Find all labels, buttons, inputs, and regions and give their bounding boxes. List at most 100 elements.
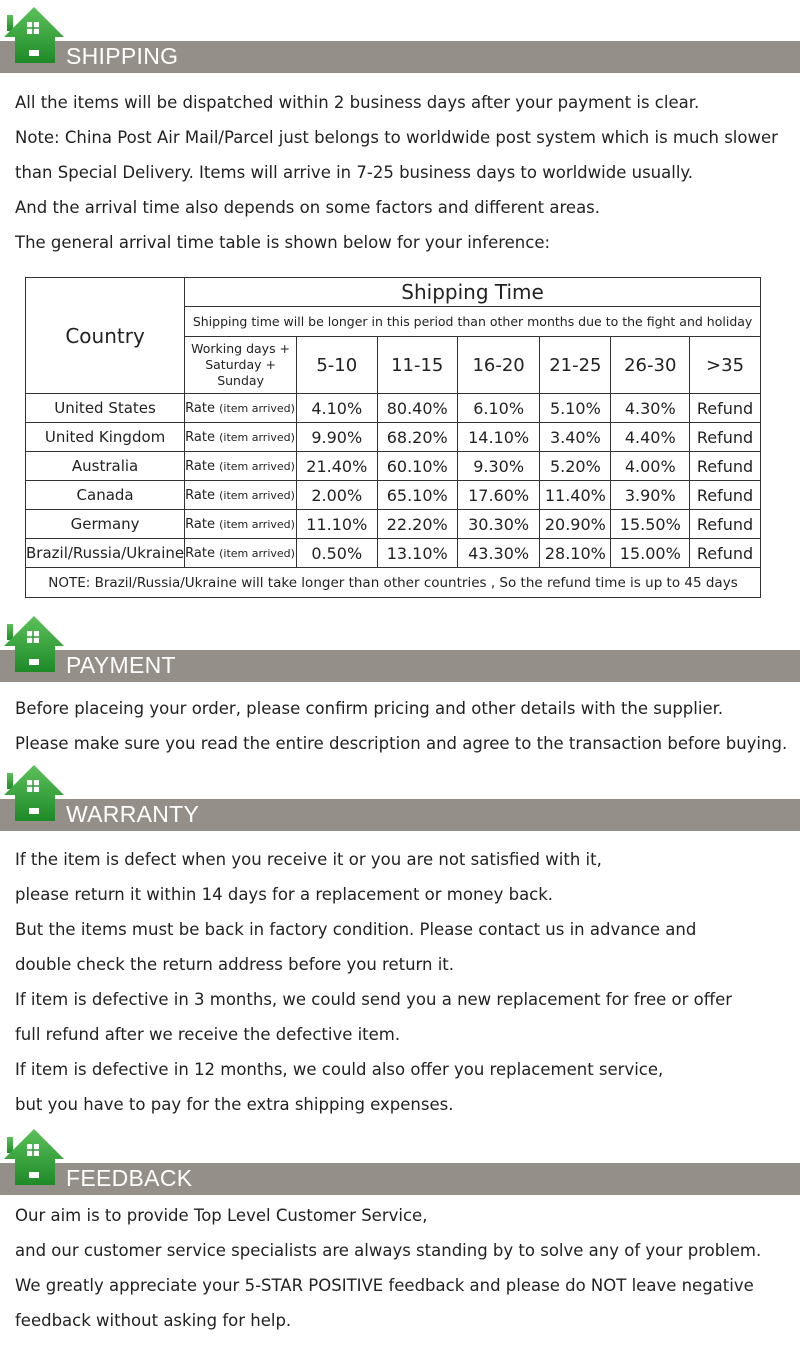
country-cell: Australia — [24, 451, 186, 481]
value-cell: 17.60% — [456, 480, 541, 510]
table-row: United States Rate (item arrived) 4.10% 80.… — [24, 393, 761, 423]
text-line: And the arrival time also depends on som… — [15, 198, 601, 217]
rate-label: Rate (item arrived) — [184, 480, 298, 510]
table-row: Canada Rate (item arrived) 2.00% 65.10% 17.6… — [24, 480, 761, 510]
rate-text: Rate — [185, 400, 215, 416]
table-row: United Kingdom Rate (item arrived) 9.90% 68… — [24, 422, 761, 452]
value-cell: 15.00% — [610, 538, 691, 568]
section-text: Our aim is to provide Top Level Customer… — [15, 1198, 761, 1338]
text-line: If the item is defect when you receive i… — [15, 850, 602, 869]
rate-label: Rate (item arrived) — [184, 393, 298, 423]
value-cell: 4.00% — [610, 451, 691, 481]
rate-label: Rate (item arrived) — [184, 538, 298, 568]
value-cell: Refund — [689, 393, 761, 423]
text-line: Our aim is to provide Top Level Customer… — [15, 1206, 428, 1225]
column-header: 16-20 — [456, 336, 541, 394]
country-header: Country — [24, 277, 186, 394]
country-cell: Brazil/Russia/Ukraine — [24, 538, 186, 568]
text-line: All the items will be dispatched within … — [15, 93, 700, 112]
section-text: Before placeing your order, please confi… — [15, 691, 787, 761]
value-cell: Refund — [689, 480, 761, 510]
rate-sub: (item arrived) — [219, 517, 295, 531]
rate-sub: (item arrived) — [219, 546, 295, 560]
rate-label: Rate (item arrived) — [184, 422, 298, 452]
value-cell: 21.40% — [296, 451, 378, 481]
section-title: FEEDBACK — [66, 1165, 193, 1191]
value-cell: 14.10% — [456, 422, 541, 452]
country-cell: United Kingdom — [24, 422, 186, 452]
value-cell: 30.30% — [456, 509, 541, 539]
value-cell: 9.30% — [456, 451, 541, 481]
section-text: If the item is defect when you receive i… — [15, 842, 732, 1122]
value-cell: 4.10% — [296, 393, 378, 423]
rate-text: Rate — [185, 429, 215, 445]
value-cell: 4.40% — [610, 422, 691, 452]
section-header-feedback: FEEDBACK — [0, 1122, 800, 1195]
header-bar: PAYMENT — [0, 650, 800, 682]
rate-sub: (item arrived) — [219, 401, 295, 415]
text-line: If item is defective in 12 months, we co… — [15, 1060, 664, 1079]
text-line: If item is defective in 3 months, we cou… — [15, 990, 733, 1009]
text-line: But the items must be back in factory co… — [15, 920, 697, 939]
header-bar: FEEDBACK — [0, 1163, 800, 1195]
text-line: feedback without asking for help. — [15, 1311, 292, 1330]
rate-sub: (item arrived) — [219, 459, 295, 473]
value-cell: 2.00% — [296, 480, 378, 510]
value-cell: 5.20% — [539, 451, 612, 481]
text-line: full refund after we receive the defecti… — [15, 1025, 401, 1044]
section-header-payment: PAYMENT — [0, 609, 800, 682]
table-row: Australia Rate (item arrived) 21.40% 60.10%… — [24, 451, 761, 481]
value-cell: Refund — [689, 538, 761, 568]
text-line: double check the return address before y… — [15, 955, 455, 974]
rate-label: Rate (item arrived) — [184, 509, 298, 539]
value-cell: 5.10% — [539, 393, 612, 423]
text-line: The general arrival time table is shown … — [15, 233, 551, 252]
rate-text: Rate — [185, 487, 215, 503]
section-header-warranty: WARRANTY — [0, 758, 800, 831]
table-title: Shipping Time — [184, 277, 761, 307]
section-title: SHIPPING — [66, 43, 179, 69]
house-icon — [3, 5, 65, 67]
table-row: Germany Rate (item arrived) 11.10% 22.20% 30… — [24, 509, 761, 539]
value-cell: 13.10% — [376, 538, 458, 568]
value-cell: 0.50% — [296, 538, 378, 568]
value-cell: 9.90% — [296, 422, 378, 452]
value-cell: 68.20% — [376, 422, 458, 452]
value-cell: 3.40% — [539, 422, 612, 452]
house-icon — [3, 614, 65, 676]
days-label: Working days + Saturday + Sunday — [184, 336, 298, 394]
text-line: and our customer service specialists are… — [15, 1241, 762, 1260]
value-cell: Refund — [689, 509, 761, 539]
value-cell: 65.10% — [376, 480, 458, 510]
value-cell: 11.10% — [296, 509, 378, 539]
table-subtitle: Shipping time will be longer in this per… — [184, 306, 761, 337]
rate-text: Rate — [185, 516, 215, 532]
text-line: We greatly appreciate your 5-STAR POSITI… — [15, 1276, 754, 1295]
text-line: Note: China Post Air Mail/Parcel just be… — [15, 128, 778, 147]
table-row: Brazil/Russia/Ukraine Rate (item arrived)… — [24, 538, 761, 568]
shipping-time-table: Country Shipping Time Shipping time will … — [24, 277, 761, 598]
rate-sub: (item arrived) — [219, 488, 295, 502]
section-title: PAYMENT — [66, 652, 176, 678]
column-header: 21-25 — [539, 336, 612, 394]
country-cell: Germany — [24, 509, 186, 539]
header-bar: WARRANTY — [0, 799, 800, 831]
value-cell: 6.10% — [456, 393, 541, 423]
value-cell: 22.20% — [376, 509, 458, 539]
house-icon — [3, 763, 65, 825]
value-cell: 60.10% — [376, 451, 458, 481]
value-cell: 11.40% — [539, 480, 612, 510]
value-cell: 15.50% — [610, 509, 691, 539]
section-title: WARRANTY — [66, 801, 200, 827]
value-cell: 20.90% — [539, 509, 612, 539]
table-note: NOTE: Brazil/Russia/Ukraine will take lo… — [25, 567, 761, 598]
column-header: 26-30 — [610, 336, 691, 394]
rate-text: Rate — [185, 545, 215, 561]
text-line: than Special Delivery. Items will arrive… — [15, 163, 694, 182]
value-cell: 80.40% — [376, 393, 458, 423]
text-line: but you have to pay for the extra shippi… — [15, 1095, 454, 1114]
rate-sub: (item arrived) — [219, 430, 295, 444]
house-icon — [3, 1127, 65, 1189]
text-line: Please make sure you read the entire des… — [15, 734, 788, 753]
text-line: please return it within 14 days for a re… — [15, 885, 554, 904]
